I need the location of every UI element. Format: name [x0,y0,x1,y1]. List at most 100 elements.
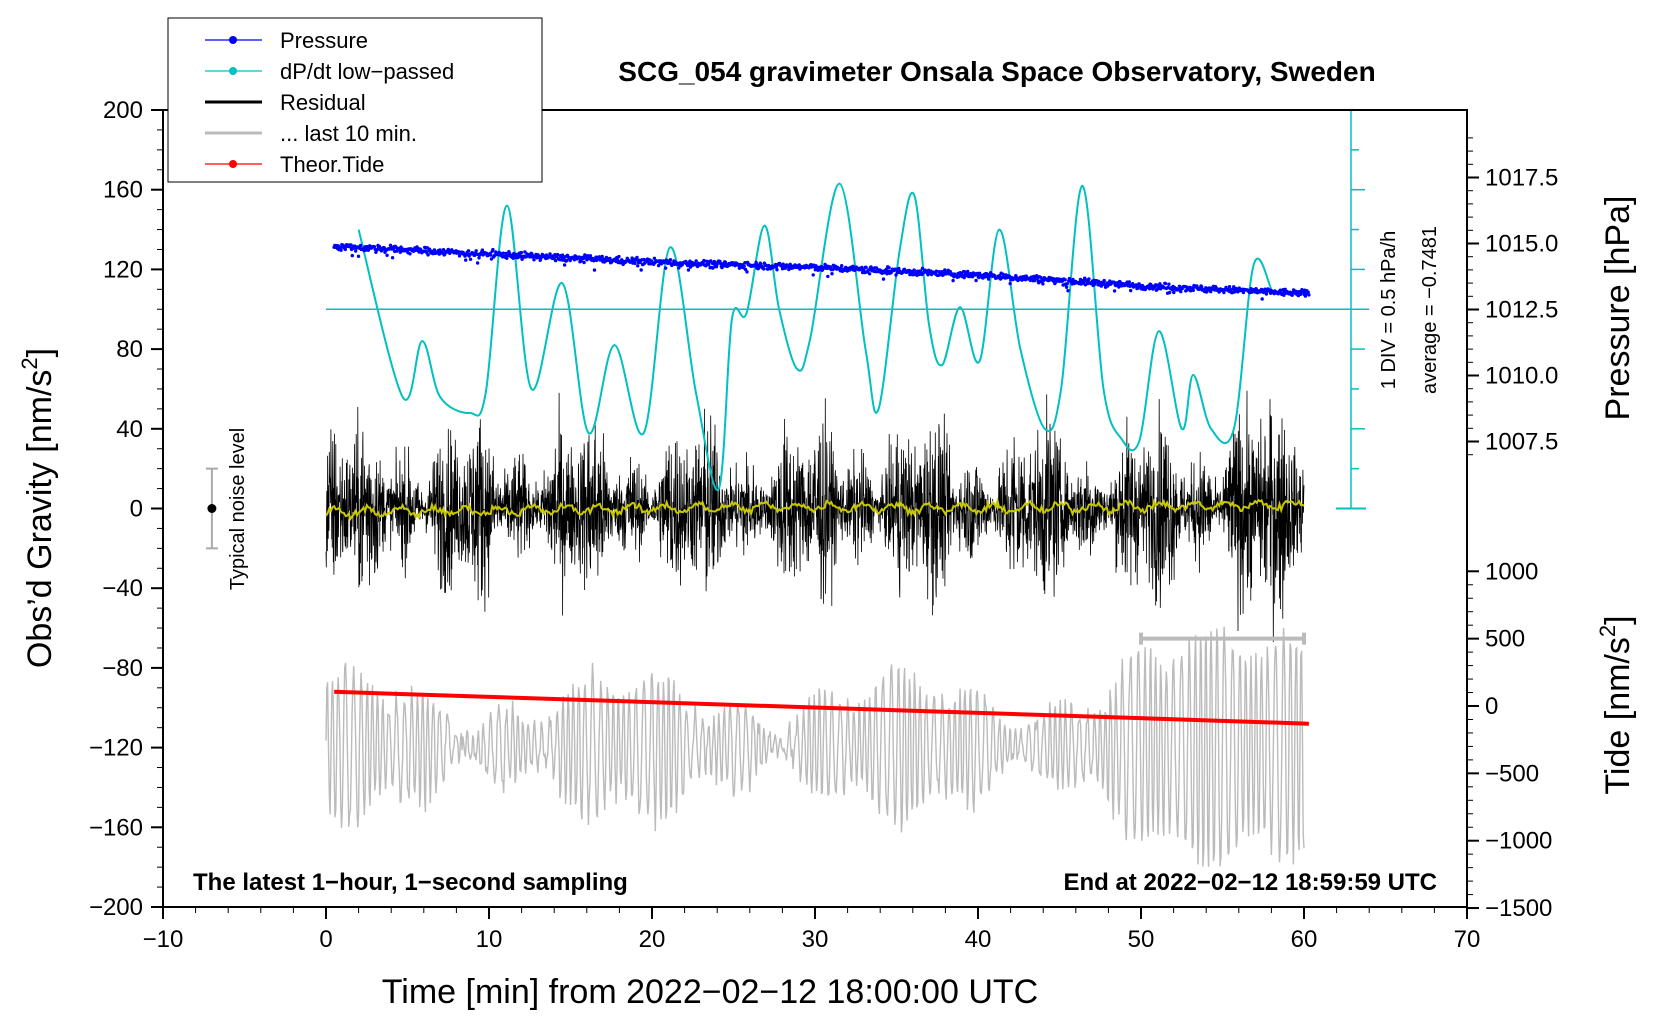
legend-item: Residual [205,90,366,115]
pressure-tick-label: 1017.5 [1485,165,1558,192]
pressure-point [686,268,691,272]
pressure-point [1191,288,1196,292]
pressure-point [966,269,970,274]
tide-tick-label: −1500 [1485,895,1552,922]
y-tick-label-left: 0 [130,496,143,523]
pressure-point [399,245,403,249]
pressure-point [1303,294,1308,298]
pressure-point [1066,289,1070,293]
pressure-point [1298,292,1303,297]
pressure-point [582,260,586,265]
legend-swatch-marker [229,67,237,75]
pressure-tick-label: 1012.5 [1485,297,1558,324]
legend-label: Residual [280,90,366,115]
pressure-point [597,255,602,259]
pressure-point [390,256,395,260]
legend: Pressure dP/dt low−passed Residual ... last… [167,17,543,183]
pressure-point [532,258,536,262]
pressure-point [634,258,638,262]
x-tick-label: 0 [319,926,332,953]
dpdt-trace [357,182,1273,492]
pressure-point [1170,288,1175,292]
average-label: average = −0.7481 [1419,226,1441,394]
pressure-point [894,273,898,277]
theor-tide-line [334,689,1309,726]
svg-text:Obs’d Gravity [nm/s2]: Obs’d Gravity [nm/s2] [17,348,59,668]
pressure-point [553,258,558,263]
y-tick-label-left: −160 [89,814,143,841]
pressure-point [1172,290,1176,295]
footer-left-note: The latest 1−hour, 1−second sampling [193,869,628,896]
pressure-point [656,263,661,268]
pressure-point [441,248,446,252]
pressure-point [617,254,621,259]
pressure-point [1209,289,1213,294]
legend-item: Theor.Tide [205,152,384,177]
pressure-point [358,243,363,248]
pressure-point [349,243,353,247]
pressure-point [636,264,640,268]
pressure-point [354,249,358,253]
y-tick-label-left: −120 [89,735,143,762]
pressure-point [457,254,462,258]
residual-trace [325,390,1305,643]
pressure-axis-label: Pressure [hPa] [1599,196,1637,421]
pressure-point [1127,280,1132,284]
y-tick-label-left: 120 [103,256,143,283]
pressure-point [577,255,581,259]
pressure-point [468,257,473,261]
pressure-point [1087,277,1091,281]
pressure-point [555,252,560,257]
pressure-points [332,243,1311,301]
svg-text:Tide [nm/s2]: Tide [nm/s2] [1595,615,1637,794]
legend-label: Theor.Tide [280,152,384,177]
pressure-point [887,266,891,270]
x-tick-label: 30 [802,926,829,953]
tide-label-close: ] [1599,615,1637,624]
x-tick-label: 60 [1291,926,1318,953]
pressure-point [948,269,952,274]
pressure-tick-label: 1010.0 [1485,363,1558,390]
pressure-point [523,250,527,254]
pressure-point [840,264,844,268]
dpdt-scale-bar [1336,109,1366,510]
pressure-point [934,269,939,273]
pressure-point [1167,290,1172,295]
pressure-point [881,277,886,281]
pressure-point [1241,290,1246,295]
pressure-point [505,256,509,260]
pressure-point [707,262,711,267]
pressure-point [962,275,966,280]
y-label-left-main: Obs’d Gravity [nm/s [21,370,59,669]
pressure-point [1008,281,1012,286]
pressure-point [588,254,593,258]
y-tick-label-left: 80 [116,336,143,363]
pressure-point [1001,272,1005,276]
pressure-point [475,261,480,265]
pressure-point [920,266,925,270]
y-tick-label-left: −200 [89,894,143,921]
average-annotation: average = −0.7481 [1419,226,1441,394]
x-tick-label: −10 [143,926,184,953]
y-label-left-close: ] [21,348,59,357]
pressure-point [826,274,830,279]
pressure-point [491,247,495,252]
x-tick-label: 10 [476,926,503,953]
pressure-point [884,267,888,271]
pressure-point [867,272,872,276]
legend-swatch-marker [229,160,237,168]
theor-tide-series [334,689,1309,726]
tide-tick-label: 0 [1485,693,1498,720]
pressure-point [1117,285,1121,289]
pressure-point [592,268,597,272]
footer-right-note: End at 2022−02−12 18:59:59 UTC [1063,869,1437,896]
y-tick-label-left: 160 [103,177,143,204]
pressure-point [385,253,389,257]
pressure-point [1129,288,1133,293]
y-tick-label-left: −80 [102,655,143,682]
pressure-point [480,248,485,252]
pressure-point [943,268,947,272]
pressure-point [1052,277,1056,281]
pressure-point [560,253,565,257]
x-tick-label: 70 [1454,926,1481,953]
